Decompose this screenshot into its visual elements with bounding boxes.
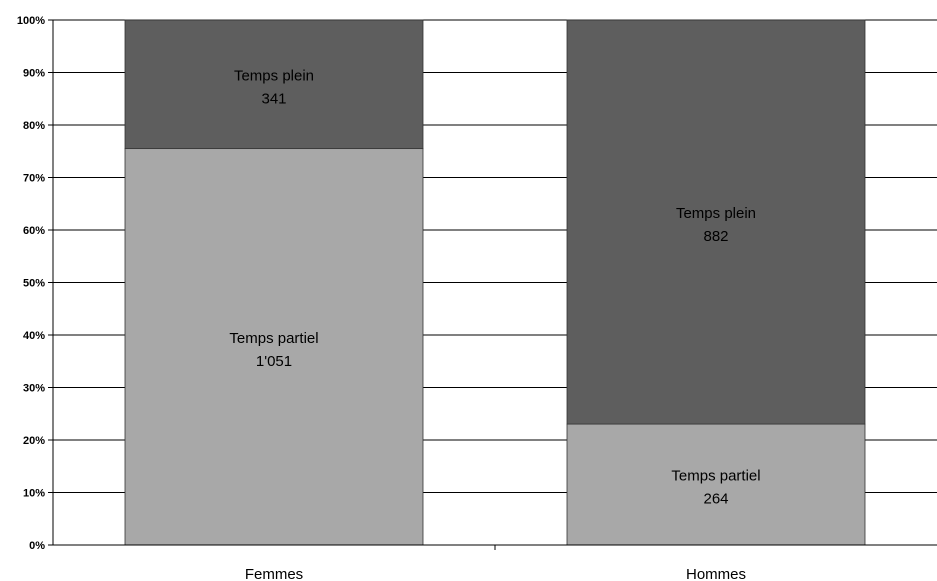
segment-series-label: Temps partiel	[229, 330, 318, 347]
y-tick-label: 100%	[17, 15, 45, 27]
segment-series-label: Temps partiel	[671, 468, 760, 485]
y-tick-label: 70%	[23, 173, 45, 185]
segment-value-label: 1'051	[256, 353, 292, 370]
bar-segment-femmes-temps-plein	[124, 19, 424, 150]
bar-segment-femmes-temps-partiel	[124, 148, 424, 546]
y-tick-label: 90%	[23, 68, 45, 80]
category-labels: Femmes Hommes	[245, 566, 746, 581]
category-label-hommes: Hommes	[686, 566, 746, 581]
segment-value-label: 264	[703, 491, 728, 508]
axes	[52, 20, 937, 550]
bars: Temps partiel 1'051 Temps plein 341 Temps pa…	[124, 19, 866, 546]
y-tick-label: 40%	[23, 330, 45, 342]
y-tick-label: 60%	[23, 225, 45, 237]
y-tick-label: 80%	[23, 120, 45, 132]
y-tick-label: 30%	[23, 383, 45, 395]
segment-value-label: 341	[261, 90, 286, 107]
y-tick-label: 20%	[23, 435, 45, 447]
segment-series-label: Temps plein	[676, 205, 756, 222]
category-label-femmes: Femmes	[245, 566, 303, 581]
y-tick-label: 10%	[23, 488, 45, 500]
bar-segment-hommes-temps-plein	[566, 19, 866, 425]
segment-series-label: Temps plein	[234, 67, 314, 84]
y-tick-label: 0%	[29, 540, 45, 552]
y-axis-ticks: 0% 10% 20% 30% 40% 50% 60% 70% 80% 90% 100%	[17, 15, 53, 552]
segment-value-label: 882	[703, 228, 728, 245]
y-tick-label: 50%	[23, 278, 45, 290]
bar-segment-hommes-temps-partiel	[566, 423, 866, 546]
